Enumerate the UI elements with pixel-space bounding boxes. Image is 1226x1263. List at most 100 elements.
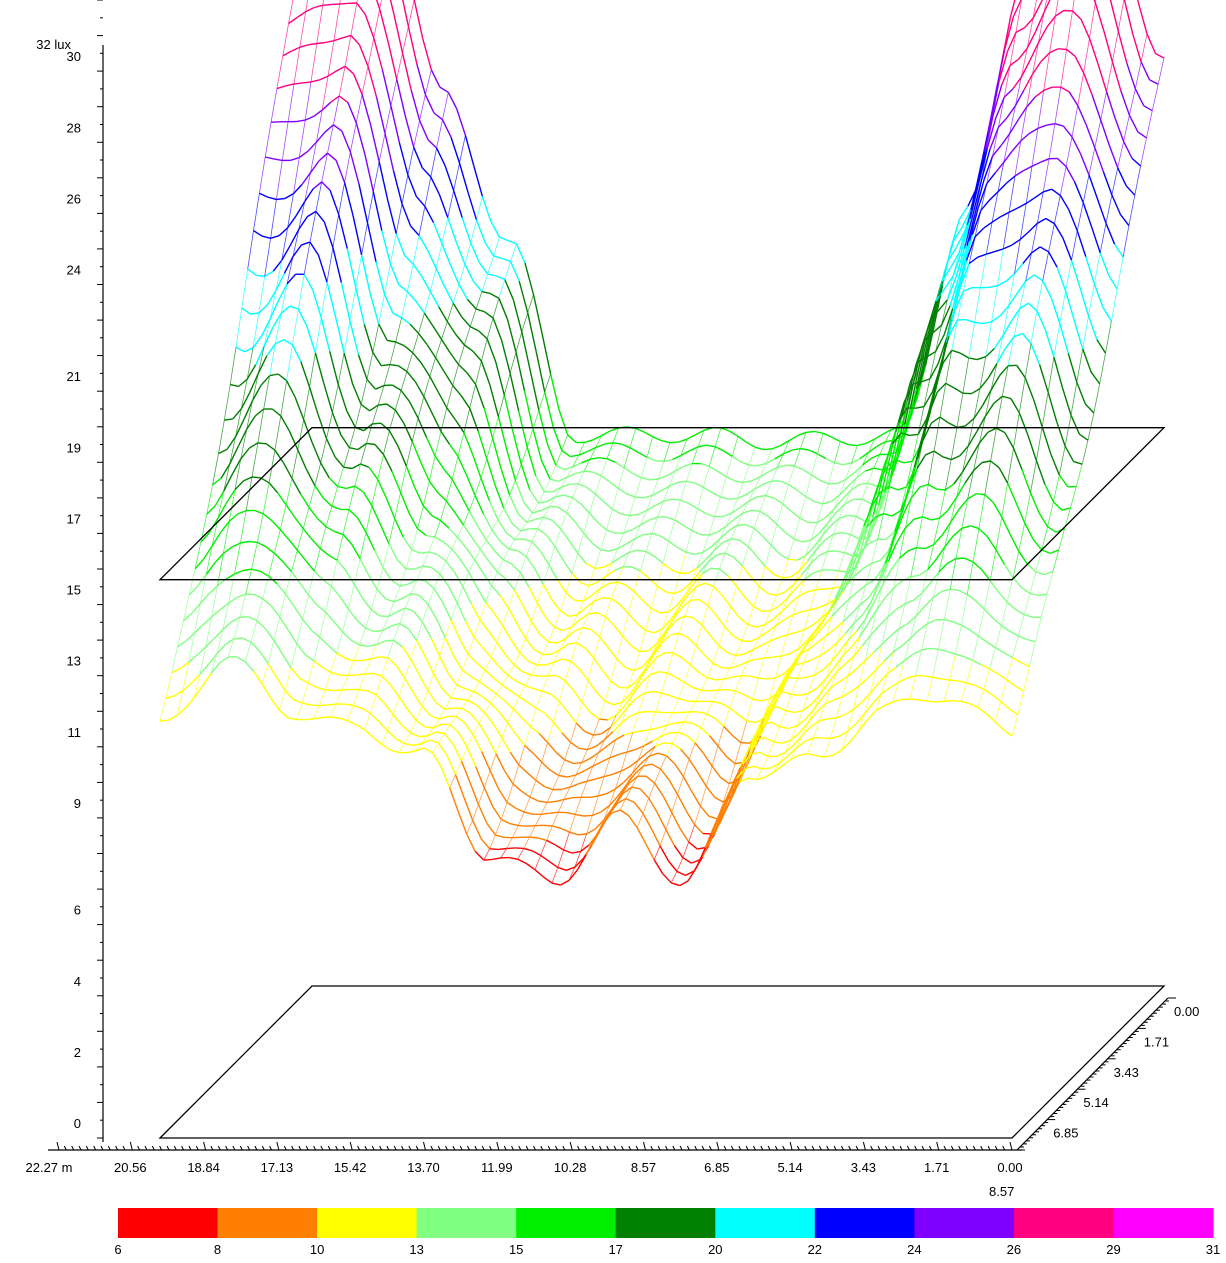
- surface-segment: [413, 0, 424, 39]
- surface-segment: [1015, 502, 1026, 524]
- surface-segment: [1037, 191, 1044, 224]
- surface-segment: [833, 655, 844, 669]
- surface-segment: [833, 498, 843, 510]
- surface-segment: [745, 523, 755, 529]
- surface-segment: [1112, 30, 1119, 62]
- surface-segment: [852, 685, 860, 710]
- colorbar-swatch: [615, 1208, 716, 1238]
- surface-segment: [637, 765, 644, 777]
- surface-segment: [785, 694, 792, 711]
- surface-segment: [399, 622, 409, 630]
- surface-segment: [637, 752, 648, 761]
- surface-segment: [443, 371, 454, 386]
- z-tick-label: 0: [74, 1116, 81, 1131]
- surface-segment: [708, 516, 715, 536]
- surface-segment: [929, 647, 939, 650]
- surface-segment: [680, 439, 688, 456]
- surface-segment: [633, 591, 644, 601]
- surface-segment: [367, 66, 378, 98]
- surface-segment: [249, 372, 260, 393]
- surface-segment: [810, 549, 817, 564]
- surface-segment: [425, 69, 432, 95]
- surface-segment: [958, 498, 969, 510]
- surface-segment: [1038, 512, 1049, 528]
- surface-segment: [564, 742, 571, 760]
- surface-segment: [1020, 48, 1028, 78]
- surface-segment: [958, 589, 968, 596]
- surface-segment: [955, 482, 966, 498]
- surface-segment: [572, 483, 579, 498]
- x-tick: [93, 1145, 97, 1151]
- surface-segment: [1054, 123, 1064, 127]
- surface-segment: [435, 702, 446, 710]
- surface-segment: [901, 698, 910, 701]
- x-tick-label: 0.00: [997, 1160, 1022, 1175]
- surface-segment: [576, 600, 584, 615]
- surface-segment: [794, 448, 801, 467]
- surface-segment: [432, 718, 440, 729]
- surface-segment: [607, 714, 617, 721]
- surface-segment: [335, 160, 346, 183]
- surface-segment: [347, 102, 357, 124]
- surface-segment: [305, 0, 309, 12]
- surface-segment: [1082, 348, 1092, 373]
- surface-segment: [723, 725, 733, 736]
- surface-segment: [394, 518, 404, 538]
- surface-segment: [387, 339, 396, 343]
- surface-segment: [950, 427, 958, 460]
- surface-segment: [350, 122, 357, 153]
- surface-segment: [678, 632, 688, 638]
- surface-segment: [968, 256, 979, 265]
- surface-segment: [302, 594, 309, 620]
- surface-segment: [491, 529, 502, 543]
- surface-segment: [1034, 89, 1045, 98]
- surface-segment: [781, 597, 788, 612]
- surface-segment: [422, 604, 429, 623]
- surface-segment: [304, 654, 315, 662]
- surface-segment: [639, 650, 649, 653]
- surface-segment: [446, 407, 456, 421]
- surface-segment: [619, 809, 629, 817]
- surface-segment: [309, 211, 317, 243]
- surface-segment: [992, 617, 1002, 627]
- surface-segment: [1042, 188, 1052, 193]
- surface-segment: [279, 593, 286, 618]
- surface-segment: [576, 627, 583, 644]
- surface-segment: [340, 282, 351, 321]
- surface-segment: [779, 480, 789, 486]
- surface-segment: [836, 632, 847, 644]
- surface-segment: [682, 524, 693, 532]
- surface-segment: [1094, 0, 1097, 3]
- surface-segment: [865, 579, 875, 586]
- surface-segment: [652, 642, 663, 656]
- surface-segment: [370, 656, 380, 660]
- surface-segment: [299, 493, 310, 508]
- surface-segment: [704, 836, 712, 848]
- surface-segment: [1079, 287, 1090, 317]
- surface-segment: [819, 718, 828, 722]
- surface-segment: [234, 418, 245, 438]
- surface-segment: [933, 534, 943, 546]
- surface-segment: [1009, 32, 1017, 66]
- surface-segment: [477, 525, 487, 541]
- surface-segment: [684, 582, 695, 596]
- surface-segment: [375, 0, 381, 10]
- surface-segment: [654, 736, 662, 747]
- surface-segment: [518, 696, 529, 704]
- surface-segment: [431, 514, 441, 522]
- surface-segment: [541, 812, 550, 815]
- surface-segment: [378, 721, 388, 732]
- surface-segment: [231, 458, 242, 475]
- surface-segment: [415, 706, 423, 721]
- surface-segment: [697, 846, 706, 850]
- surface-segment: [627, 693, 634, 708]
- surface-segment: [1128, 195, 1136, 226]
- x-tick: [489, 1145, 492, 1151]
- surface-segment: [205, 545, 213, 575]
- surface-segment: [764, 565, 775, 575]
- surface-segment: [256, 598, 264, 621]
- surface-segment: [558, 774, 568, 778]
- surface-segment: [1088, 174, 1099, 200]
- surface-segment: [899, 550, 909, 559]
- surface-segment: [802, 659, 812, 664]
